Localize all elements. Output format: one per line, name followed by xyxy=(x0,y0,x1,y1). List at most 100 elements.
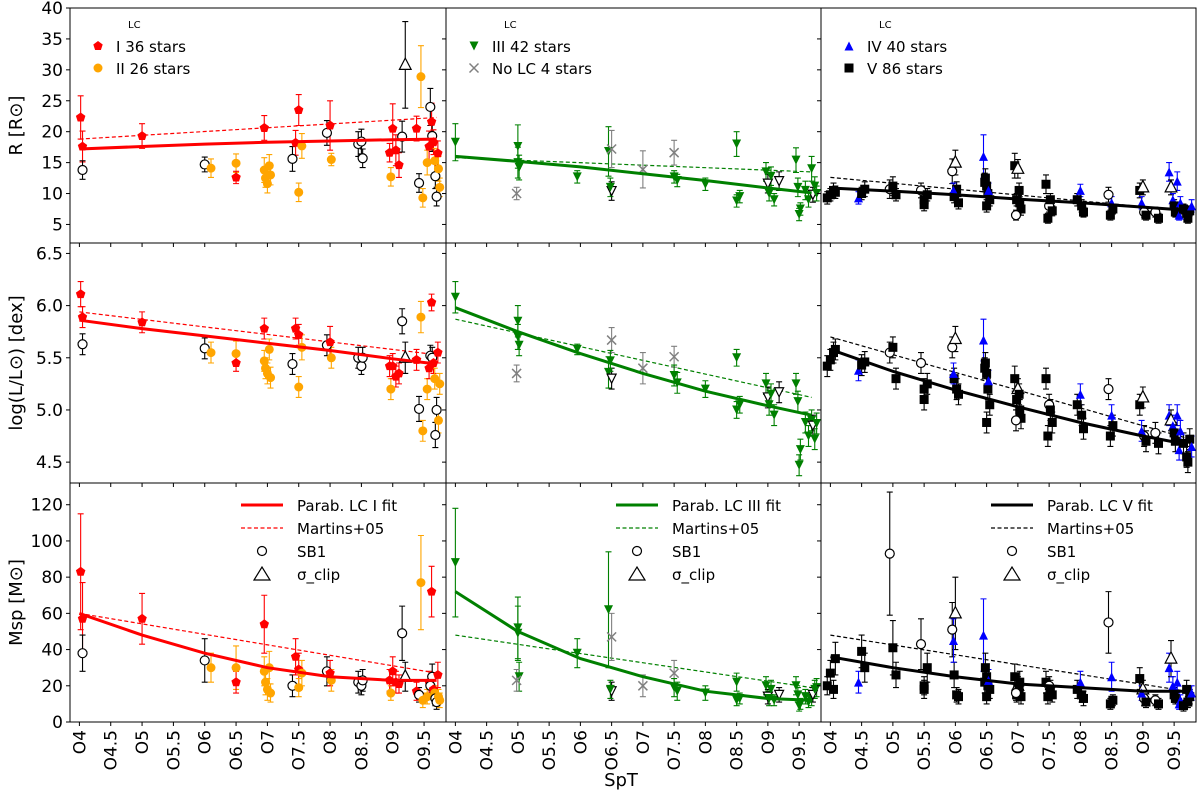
data-point-2-L-42 xyxy=(1077,410,1087,420)
data-point-0-R-8 xyxy=(259,123,269,132)
data-point-2-L-67 xyxy=(1187,441,1196,451)
data-point-1-M-13 xyxy=(672,686,682,696)
data-point-2-M-41 xyxy=(1075,677,1085,687)
data-point-1-L-26 xyxy=(794,460,804,470)
data-point-0-R-21 xyxy=(326,155,336,165)
data-point-2-L-10 xyxy=(915,357,927,369)
data-point-0-R-3 xyxy=(137,131,147,140)
data-point-2-R-18 xyxy=(954,198,963,208)
x-tick-label-0-1: O4.5 xyxy=(102,730,122,770)
data-point-0-R-5 xyxy=(206,163,216,173)
legend-bottom-label-0-1: Martins+05 xyxy=(297,520,384,538)
data-point-2-L-48 xyxy=(1135,400,1145,410)
x-tick-label-0-2: O5 xyxy=(133,730,153,754)
data-point-2-R-59 xyxy=(1170,207,1180,217)
y-tick-label-R-7: 40 xyxy=(41,0,63,19)
y-tick-label-M-3: 60 xyxy=(41,604,63,624)
data-point-0-R-13 xyxy=(266,170,276,180)
data-point-2-R-42 xyxy=(1077,201,1087,211)
legend-marker-clip-2 xyxy=(1002,565,1022,581)
data-point-2-R-8 xyxy=(888,181,898,191)
data-point-2-L-57 xyxy=(1168,421,1178,431)
data-point-1-R-21 xyxy=(766,171,776,181)
data-point-0-M-4 xyxy=(199,655,210,666)
data-point-0-M-0 xyxy=(75,566,86,576)
data-point-0-M-34 xyxy=(416,578,426,588)
x-tick-label-0-4: O6 xyxy=(196,730,216,754)
data-point-1-R-11 xyxy=(669,147,680,158)
data-point-0-R-14 xyxy=(287,153,298,164)
data-point-0-R-19 xyxy=(321,127,333,139)
data-point-1-L-11 xyxy=(669,351,680,362)
data-point-2-L-25 xyxy=(982,417,992,427)
data-point-1-M-7 xyxy=(606,631,617,642)
data-point-1-L-33 xyxy=(812,419,821,429)
legend-marker-2-0 xyxy=(844,41,854,51)
data-point-0-M-45 xyxy=(433,670,443,679)
data-point-2-L-8 xyxy=(888,342,898,352)
legend-bottom-label-2-3: σ_clip xyxy=(1047,566,1090,585)
legend-bottom-label-1-1: Martins+05 xyxy=(672,520,759,538)
y-tick-label-L-3: 6.0 xyxy=(36,297,63,317)
data-point-0-R-29 xyxy=(394,160,404,170)
data-point-0-L-33 xyxy=(413,403,425,415)
y-tick-label-R-1: 10 xyxy=(41,185,63,205)
y-tick-label-R-3: 20 xyxy=(41,123,63,143)
data-point-2-R-65 xyxy=(1183,213,1193,223)
data-point-2-L-9 xyxy=(891,374,901,384)
data-point-2-L-61 xyxy=(1174,445,1184,455)
x-tick-label-1-9: O8.5 xyxy=(728,730,748,770)
data-point-0-L-9 xyxy=(259,356,269,366)
data-point-0-L-12 xyxy=(264,344,274,354)
fit-line-1-R xyxy=(455,154,812,195)
data-point-0-L-0 xyxy=(75,289,86,299)
legend-marker-0-0 xyxy=(93,41,103,50)
x-tick-label-0-8: O8 xyxy=(321,730,341,754)
x-tick-label-1-7: O7.5 xyxy=(665,730,685,770)
data-point-2-R-47 xyxy=(1105,210,1115,220)
data-point-1-R-26 xyxy=(794,210,804,220)
data-point-0-R-6 xyxy=(231,158,241,168)
data-point-2-R-26 xyxy=(980,177,990,187)
data-point-1-L-18 xyxy=(761,379,771,389)
x-tick-label-2-10: O9 xyxy=(1134,730,1154,754)
data-point-2-L-66 xyxy=(1185,434,1195,444)
data-point-2-R-13 xyxy=(919,200,929,210)
data-point-2-L-23 xyxy=(983,384,993,394)
data-point-1-R-20 xyxy=(764,189,774,199)
data-point-2-M-19 xyxy=(949,636,958,646)
y-tick-label-R-2: 15 xyxy=(41,154,63,174)
data-point-2-R-16 xyxy=(949,192,959,202)
x-tick-label-2-6: O7 xyxy=(1009,730,1029,754)
martins-line-0-R xyxy=(79,116,437,140)
data-point-2-M-26 xyxy=(980,677,990,687)
data-point-2-M-40 xyxy=(1072,684,1082,694)
data-point-2-L-21 xyxy=(980,358,990,368)
x-tick-label-2-0: O4 xyxy=(821,730,841,754)
data-point-0-R-44 xyxy=(431,191,442,202)
data-point-2-L-14 xyxy=(947,342,958,353)
data-point-0-L-30 xyxy=(397,316,408,327)
data-point-1-L-4 xyxy=(511,368,522,379)
y-tick-label-L-4: 6.5 xyxy=(36,244,63,264)
data-point-2-R-15 xyxy=(948,154,963,168)
data-point-2-R-27 xyxy=(984,185,993,195)
data-point-1-M-0 xyxy=(450,558,460,568)
data-point-1-R-28 xyxy=(800,185,810,195)
x-tick-label-1-6: O7 xyxy=(634,730,654,754)
data-point-1-L-23 xyxy=(773,387,785,399)
data-point-2-L-1 xyxy=(825,355,835,365)
data-point-2-L-35 xyxy=(1041,374,1051,384)
data-point-0-L-36 xyxy=(422,384,432,394)
martins-line-0-M xyxy=(79,612,437,674)
data-point-2-R-33 xyxy=(1010,210,1022,221)
data-point-0-R-20 xyxy=(325,120,335,130)
data-point-1-M-23 xyxy=(773,689,785,701)
data-point-1-R-3 xyxy=(514,163,524,173)
data-point-1-M-3 xyxy=(514,672,524,682)
legend-marker-2-1 xyxy=(844,63,854,73)
data-point-0-M-36 xyxy=(422,692,432,702)
data-point-1-L-6 xyxy=(604,367,613,377)
data-point-1-R-15 xyxy=(732,139,742,149)
data-point-1-R-19 xyxy=(762,178,774,190)
